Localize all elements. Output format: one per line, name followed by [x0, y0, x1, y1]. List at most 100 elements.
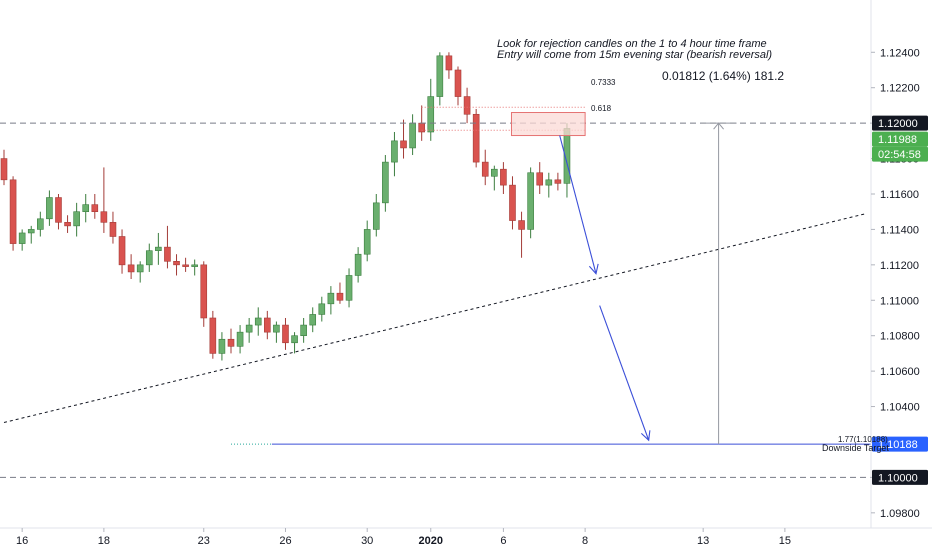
candle-body	[300, 324, 307, 336]
x-tick-label: 16	[16, 535, 28, 547]
candle-body	[527, 172, 534, 230]
candle-body	[554, 179, 562, 184]
price-tag-label: 1.10000	[878, 472, 918, 484]
candle-body	[118, 236, 126, 266]
measure-arrowhead	[713, 122, 724, 130]
candle-body	[409, 122, 416, 149]
price-tag-box	[872, 469, 928, 485]
candle-body	[73, 211, 80, 227]
y-tick-label: 1.12200	[880, 83, 920, 95]
candle	[463, 87, 471, 124]
candle-body	[336, 292, 344, 301]
candle-body	[82, 204, 90, 213]
candle	[64, 215, 71, 233]
candle	[82, 193, 90, 223]
candle	[209, 310, 217, 359]
candle	[254, 307, 262, 336]
candle-body	[127, 264, 135, 273]
candle-body	[145, 250, 153, 266]
candle-body	[254, 317, 262, 326]
candles-layer	[0, 52, 571, 361]
candle-body	[391, 140, 398, 163]
candle-body	[454, 69, 462, 97]
candle	[345, 268, 353, 308]
x-tick-label: 13	[697, 535, 709, 547]
price-tag-label: 02:54:58	[878, 149, 921, 161]
candle-body	[273, 324, 280, 333]
candle	[91, 193, 99, 219]
candle	[500, 162, 507, 194]
price-tag: 1.12000	[872, 115, 928, 131]
candle	[454, 66, 462, 106]
candle-body	[27, 229, 35, 234]
candle	[245, 317, 253, 343]
candle-body	[218, 338, 226, 354]
y-tick-label: 1.10400	[880, 402, 920, 414]
candle-body	[500, 168, 507, 186]
candle-body	[164, 246, 171, 262]
candle	[55, 193, 62, 230]
candle	[327, 286, 335, 315]
candle	[554, 172, 562, 191]
candle-body	[463, 96, 471, 115]
candle-body	[18, 232, 26, 244]
x-tick-label: 26	[279, 535, 291, 547]
candle-body	[236, 331, 244, 347]
candle	[236, 325, 244, 354]
candle	[391, 131, 398, 177]
candle	[309, 307, 317, 333]
candle-body	[382, 161, 389, 204]
price-tag: 02:54:58	[872, 146, 928, 162]
candle	[400, 119, 407, 159]
price-tag: 1.11988	[872, 131, 928, 147]
candle	[227, 328, 235, 354]
candle	[37, 211, 44, 237]
x-tick-label: 23	[198, 535, 210, 547]
price-tag-box	[872, 131, 928, 147]
candle	[145, 243, 153, 272]
y-tick-label: 1.11200	[880, 260, 919, 272]
y-tick-label: 1.10600	[880, 366, 920, 378]
candle	[264, 310, 271, 340]
candle	[109, 211, 117, 244]
x-tick-label: 8	[582, 535, 588, 547]
candle-body	[291, 335, 298, 344]
candle	[491, 165, 498, 191]
candle	[164, 225, 171, 269]
candle	[518, 211, 525, 258]
candle-body	[400, 140, 407, 149]
candle	[527, 167, 534, 239]
candle	[336, 282, 344, 304]
price-tag: 1.10188	[872, 436, 928, 452]
candle	[0, 149, 8, 186]
projection-arrow-2[interactable]	[599, 305, 651, 442]
candle	[200, 261, 208, 327]
price-tag-box	[872, 146, 928, 162]
candle-body	[245, 324, 253, 333]
candle-body	[109, 222, 117, 237]
downside-target-label: Downside Target	[822, 443, 889, 453]
drawing-layer	[0, 106, 871, 478]
y-tick-label: 1.11600	[880, 189, 919, 201]
candle-body	[545, 179, 553, 186]
candle	[100, 167, 108, 233]
trendline[interactable]	[3, 212, 867, 423]
projection-arrow-1[interactable]	[559, 135, 599, 275]
candle-body	[518, 220, 525, 230]
candle	[445, 52, 453, 79]
candle	[545, 172, 553, 198]
x-tick-label: 15	[779, 535, 791, 547]
price-tag: 1.10000	[872, 469, 928, 485]
candle-body	[427, 96, 435, 133]
candle-body	[318, 303, 326, 315]
candle-body	[182, 264, 189, 267]
x-tick-label: 6	[500, 535, 506, 547]
rejection-zone[interactable]	[510, 112, 586, 137]
candle	[182, 257, 189, 272]
candle-body	[9, 179, 17, 244]
time-axis[interactable]: 16 18 23 26 30 2020 6 8 13 15	[16, 528, 791, 547]
x-tick-label: 2020	[419, 535, 443, 547]
candle-body	[509, 184, 516, 221]
